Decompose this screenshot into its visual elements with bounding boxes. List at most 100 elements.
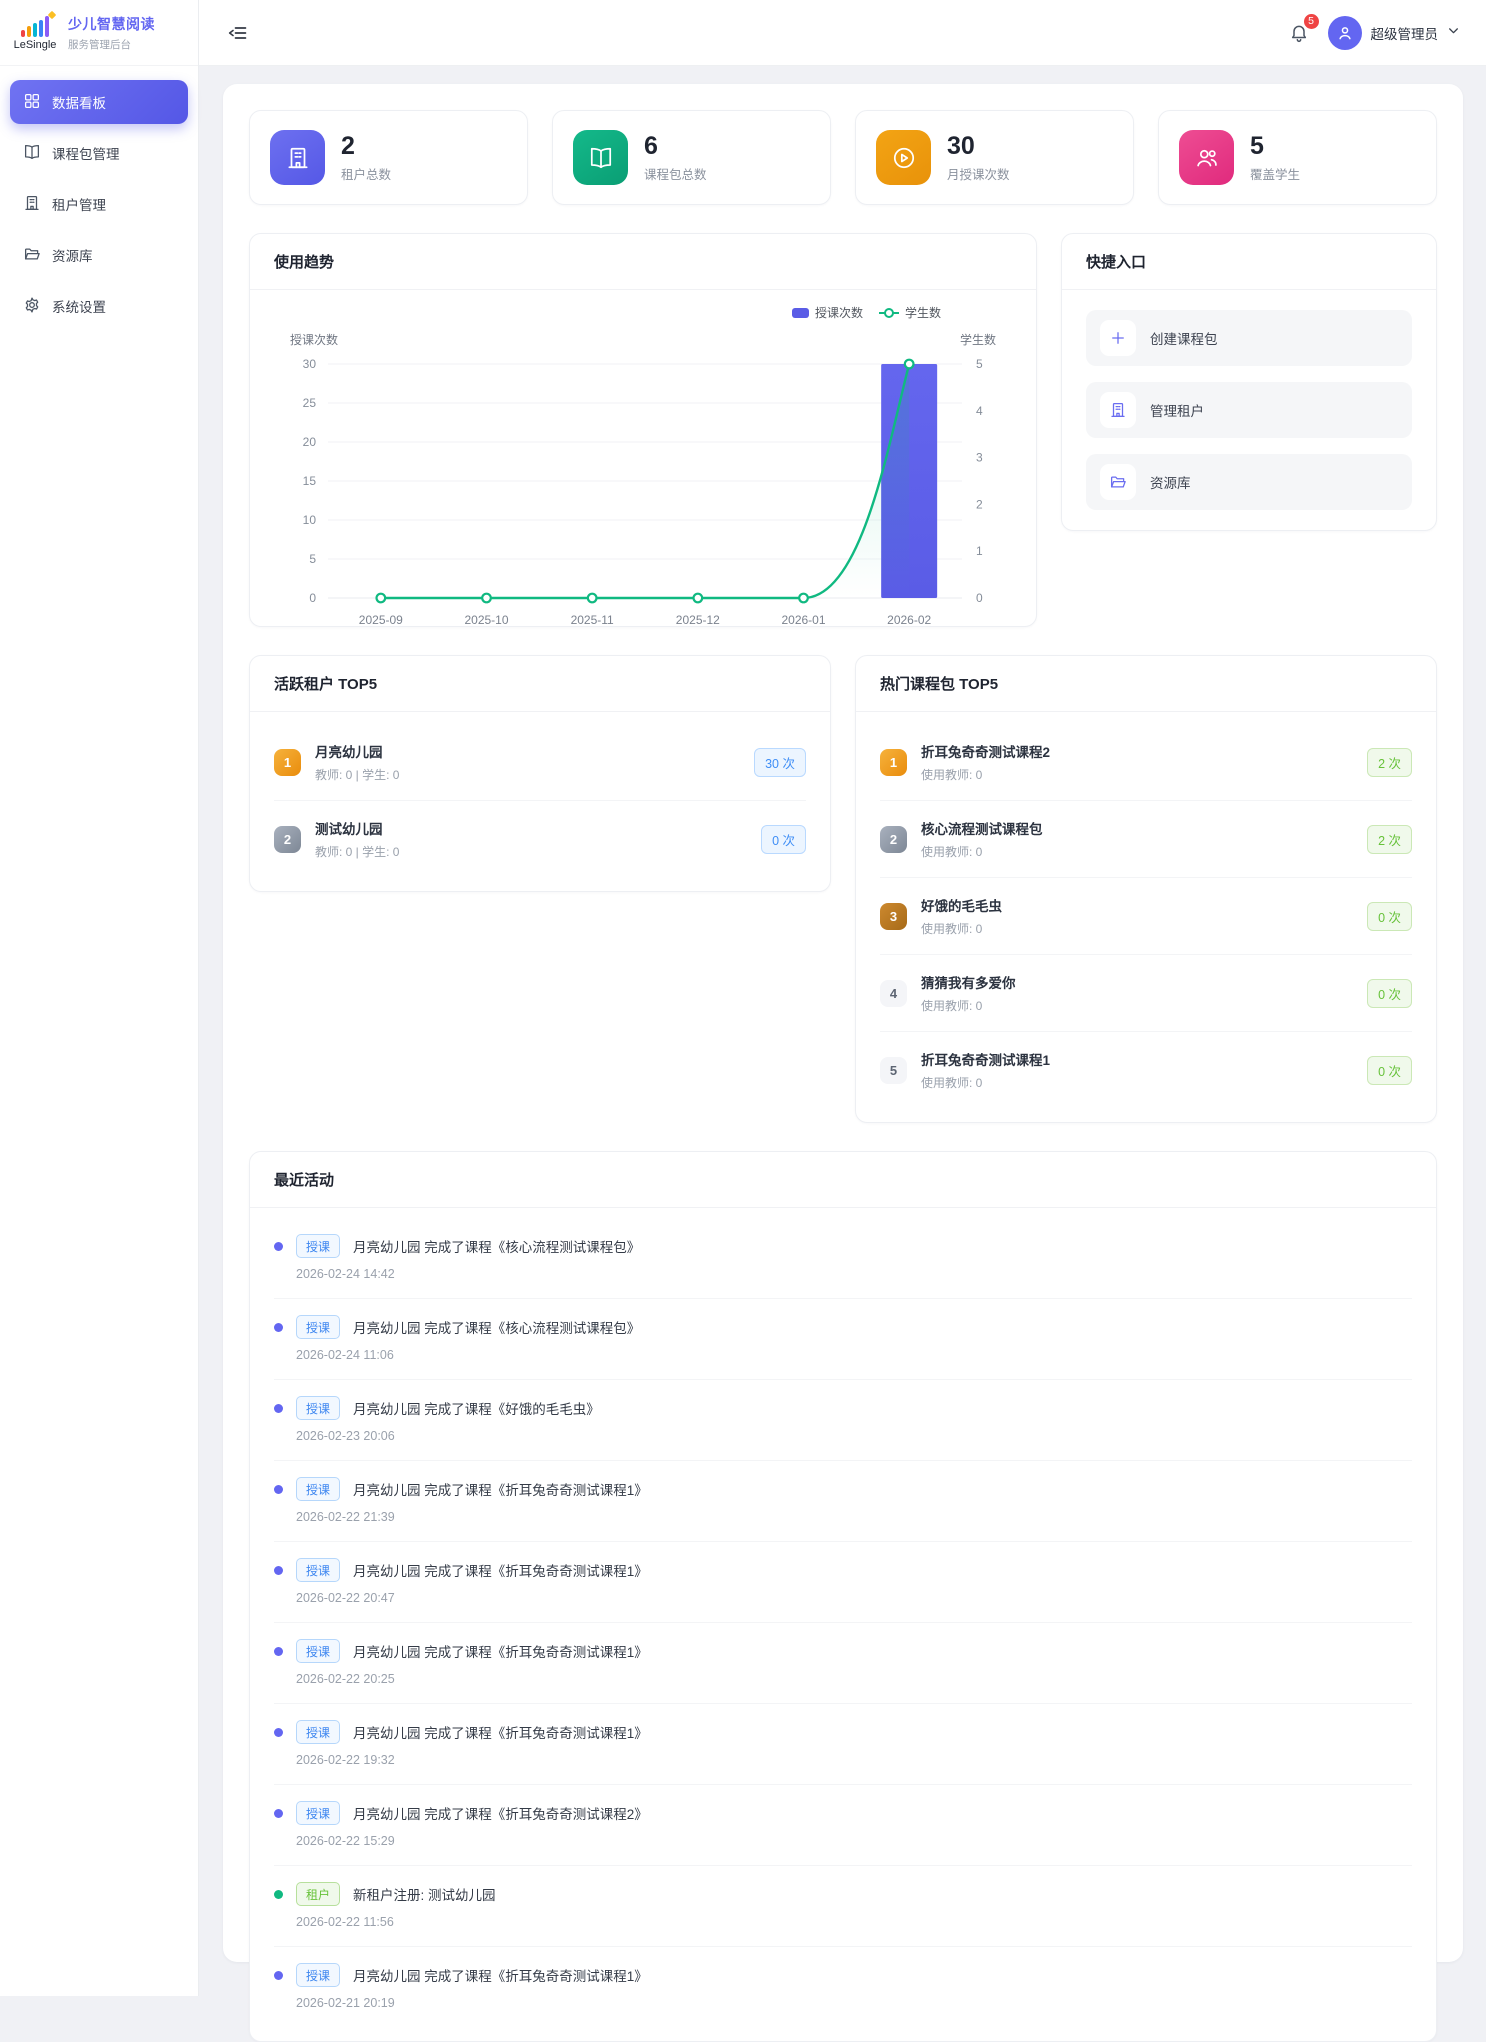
activity-row: 租户 新租户注册: 测试幼儿园 — [274, 1882, 1412, 1906]
svg-text:2: 2 — [976, 497, 983, 511]
folder-icon — [23, 245, 41, 266]
sidebar-item-课程包管理[interactable]: 课程包管理 — [10, 131, 188, 175]
svg-text:5: 5 — [309, 552, 316, 566]
rank-meta: 使用教师: 0 — [921, 922, 983, 936]
activity-row: 授课 月亮幼儿园 完成了课程《折耳兔奇奇测试课程1》 — [274, 1558, 1412, 1582]
rank-item: 1 月亮幼儿园 教师: 0 | 学生: 0 30 次 — [274, 724, 806, 801]
sidebar-item-label: 资源库 — [52, 249, 93, 264]
activity-item: 授课 月亮幼儿园 完成了课程《核心流程测试课程包》 2026-02-24 11:06 — [274, 1299, 1412, 1380]
stat-text: 5 覆盖学生 — [1250, 132, 1300, 184]
activity-dot — [274, 1322, 283, 1332]
chevron-down-icon — [1447, 24, 1460, 42]
recent-activities-title: 最近活动 — [250, 1152, 1436, 1208]
rank-info: 月亮幼儿园 教师: 0 | 学生: 0 — [315, 741, 399, 783]
svg-text:20: 20 — [303, 435, 317, 449]
stat-value: 5 — [1250, 131, 1264, 160]
activity-time: 2026-02-22 21:39 — [296, 1510, 395, 1524]
svg-text:学生数: 学生数 — [960, 332, 996, 347]
sidebar-item-租户管理[interactable]: 租户管理 — [10, 182, 188, 226]
activity-time: 2026-02-22 20:47 — [296, 1591, 395, 1605]
building-icon — [270, 130, 325, 185]
activity-item: 授课 月亮幼儿园 完成了课程《折耳兔奇奇测试课程1》 2026-02-21 20:1… — [274, 1947, 1412, 2027]
svg-text:3: 3 — [976, 451, 983, 465]
quick-entry-list: 创建课程包管理租户资源库 — [1062, 290, 1436, 530]
stat-text: 30 月授课次数 — [947, 132, 1010, 184]
svg-text:30: 30 — [303, 357, 317, 371]
sidebar-item-系统设置[interactable]: 系统设置 — [10, 284, 188, 328]
rank-badge: 1 — [880, 748, 907, 776]
svg-text:授课次数: 授课次数 — [815, 305, 863, 320]
rank-info: 折耳兔奇奇测试课程2 使用教师: 0 — [921, 741, 1050, 783]
svg-text:2025-12: 2025-12 — [676, 613, 720, 627]
gear-icon — [23, 296, 41, 317]
stat-value: 30 — [947, 131, 975, 160]
logo-spark — [47, 10, 57, 19]
quick-entry-创建课程包[interactable]: 创建课程包 — [1086, 310, 1412, 366]
rank-badge: 2 — [274, 825, 301, 853]
rank-badge: 3 — [880, 902, 907, 930]
sidebar-nav: 数据看板课程包管理租户管理资源库系统设置 — [0, 66, 198, 342]
activity-dot — [274, 1970, 283, 1980]
recent-activities-list: 授课 月亮幼儿园 完成了课程《核心流程测试课程包》 2026-02-24 14:42… — [250, 1208, 1436, 2041]
activity-dot — [274, 1646, 283, 1656]
activity-item: 授课 月亮幼儿园 完成了课程《核心流程测试课程包》 2026-02-24 14:42 — [274, 1218, 1412, 1299]
activity-item: 授课 月亮幼儿园 完成了课程《折耳兔奇奇测试课程1》 2026-02-22 20:4… — [274, 1542, 1412, 1623]
rank-item: 5 折耳兔奇奇测试课程1 使用教师: 0 0 次 — [880, 1032, 1412, 1108]
activity-item: 授课 月亮幼儿园 完成了课程《折耳兔奇奇测试课程1》 2026-02-22 20:2… — [274, 1623, 1412, 1704]
collapse-sidebar-icon[interactable] — [225, 20, 251, 46]
activity-text: 月亮幼儿园 完成了课程《折耳兔奇奇测试课程1》 — [353, 1564, 648, 1579]
activity-item: 授课 月亮幼儿园 完成了课程《折耳兔奇奇测试课程1》 2026-02-22 19:3… — [274, 1704, 1412, 1785]
usage-trend-chart-wrap: 0 5 10 15 20 25 30 0 1 2 3 4 5 授课次数 学生数 2025-09 2025-10 2… — [250, 290, 1036, 643]
notification-badge: 5 — [1302, 12, 1320, 30]
plus-icon — [1100, 320, 1136, 356]
user-menu[interactable]: 超级管理员 — [1327, 15, 1461, 50]
activity-tag: 授课 — [296, 1396, 341, 1420]
sidebar-item-资源库[interactable]: 资源库 — [10, 233, 188, 277]
activity-time: 2026-02-22 11:56 — [296, 1915, 394, 1929]
sidebar-item-label: 数据看板 — [52, 96, 106, 111]
activity-tag: 授课 — [296, 1558, 341, 1582]
activity-text: 月亮幼儿园 完成了课程《折耳兔奇奇测试课程1》 — [353, 1969, 648, 1984]
activity-tag: 授课 — [296, 1720, 341, 1744]
activity-dot — [274, 1484, 283, 1494]
quick-entry-资源库[interactable]: 资源库 — [1086, 454, 1412, 510]
sidebar-item-数据看板[interactable]: 数据看板 — [10, 80, 188, 124]
svg-text:0: 0 — [976, 591, 983, 605]
quick-entry-管理租户[interactable]: 管理租户 — [1086, 382, 1412, 438]
rank-item: 2 测试幼儿园 教师: 0 | 学生: 0 0 次 — [274, 801, 806, 877]
activity-text: 月亮幼儿园 完成了课程《折耳兔奇奇测试课程1》 — [353, 1726, 648, 1741]
activity-row: 授课 月亮幼儿园 完成了课程《折耳兔奇奇测试课程2》 — [274, 1801, 1412, 1825]
dashboard-icon — [23, 92, 41, 113]
stat-value: 2 — [341, 131, 355, 160]
activity-time: 2026-02-22 20:25 — [296, 1672, 395, 1686]
recent-activities-card: 最近活动 授课 月亮幼儿园 完成了课程《核心流程测试课程包》 2026-02-24 … — [249, 1151, 1437, 2042]
rank-info: 折耳兔奇奇测试课程1 使用教师: 0 — [921, 1049, 1050, 1091]
rank-item: 2 核心流程测试课程包 使用教师: 0 2 次 — [880, 801, 1412, 878]
rank-name: 月亮幼儿园 — [315, 745, 383, 760]
activity-dot — [274, 1727, 283, 1737]
usage-count-badge: 30 次 — [754, 747, 806, 777]
active-tenants-list: 1 月亮幼儿园 教师: 0 | 学生: 0 30 次 2 测试幼儿园 教师: 0 | 学生:… — [250, 712, 830, 891]
svg-text:1: 1 — [976, 544, 983, 558]
rank-info: 好饿的毛毛虫 使用教师: 0 — [921, 895, 1002, 937]
activity-row: 授课 月亮幼儿园 完成了课程《核心流程测试课程包》 — [274, 1315, 1412, 1339]
notification-bell-icon[interactable]: 5 — [1286, 12, 1320, 46]
svg-text:2025-11: 2025-11 — [571, 613, 614, 627]
rank-info: 核心流程测试课程包 使用教师: 0 — [921, 818, 1043, 860]
usage-count-badge: 0 次 — [1367, 978, 1412, 1008]
hot-packages-title: 热门课程包 TOP5 — [856, 656, 1436, 712]
activity-text: 月亮幼儿园 完成了课程《折耳兔奇奇测试课程1》 — [353, 1483, 648, 1498]
svg-text:2026-02: 2026-02 — [887, 613, 931, 627]
usage-trend-card: 使用趋势 0 5 10 15 20 25 30 0 1 2 3 4 5 授课次数 学生数 2025-09 202… — [249, 233, 1037, 627]
stat-label: 租户总数 — [341, 168, 392, 183]
sidebar-item-label: 系统设置 — [52, 300, 106, 315]
activity-tag: 授课 — [296, 1639, 341, 1663]
brand-name: LeSingle — [13, 38, 57, 51]
svg-text:2025-10: 2025-10 — [464, 613, 508, 627]
activity-tag: 授课 — [296, 1801, 341, 1825]
activity-item: 租户 新租户注册: 测试幼儿园 2026-02-22 11:56 — [274, 1866, 1412, 1947]
activity-dot — [274, 1241, 283, 1251]
activity-row: 授课 月亮幼儿园 完成了课程《核心流程测试课程包》 — [274, 1234, 1412, 1258]
svg-text:2025-09: 2025-09 — [359, 613, 403, 627]
stat-card-月授课次数: 30 月授课次数 — [855, 110, 1134, 205]
